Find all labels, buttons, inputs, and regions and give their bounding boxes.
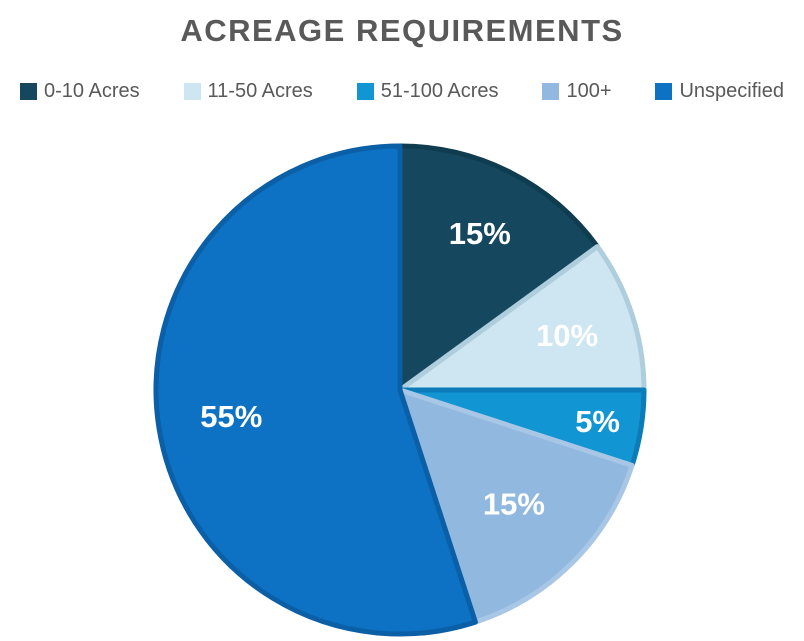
legend-item: 0-10 Acres [20, 78, 140, 104]
pie-slice-unspecified [153, 143, 478, 637]
legend-label: 51-100 Acres [380, 80, 499, 102]
pie-slice-11-50-acres [397, 244, 647, 393]
chart-title: ACREAGE REQUIREMENTS [180, 13, 624, 48]
legend-label: 100+ [566, 80, 612, 102]
data-label: 5% [575, 404, 620, 439]
data-label: 15% [483, 486, 545, 521]
legend-label: 0-10 Acres [44, 80, 140, 102]
legend-label: Unspecified [679, 80, 784, 102]
data-label: 10% [536, 318, 598, 353]
legend-swatch [183, 82, 201, 100]
legend-item: 100+ [542, 78, 612, 104]
legend-item: Unspecified [655, 78, 784, 104]
pie-slice-0-10-acres [397, 143, 600, 393]
chart-legend: 0-10 Acres 11-50 Acres 51-100 Acres 100+ Uns… [0, 78, 804, 104]
legend-item: 51-100 Acres [356, 78, 499, 104]
data-label: 15% [449, 216, 511, 251]
legend-swatch [542, 82, 560, 100]
legend-item: 11-50 Acres [183, 78, 313, 104]
legend-swatch [655, 82, 673, 100]
legend-swatch [356, 82, 374, 100]
legend-label: 11-50 Acres [207, 80, 313, 102]
legend-swatch [20, 82, 37, 100]
data-label: 55% [200, 399, 262, 434]
